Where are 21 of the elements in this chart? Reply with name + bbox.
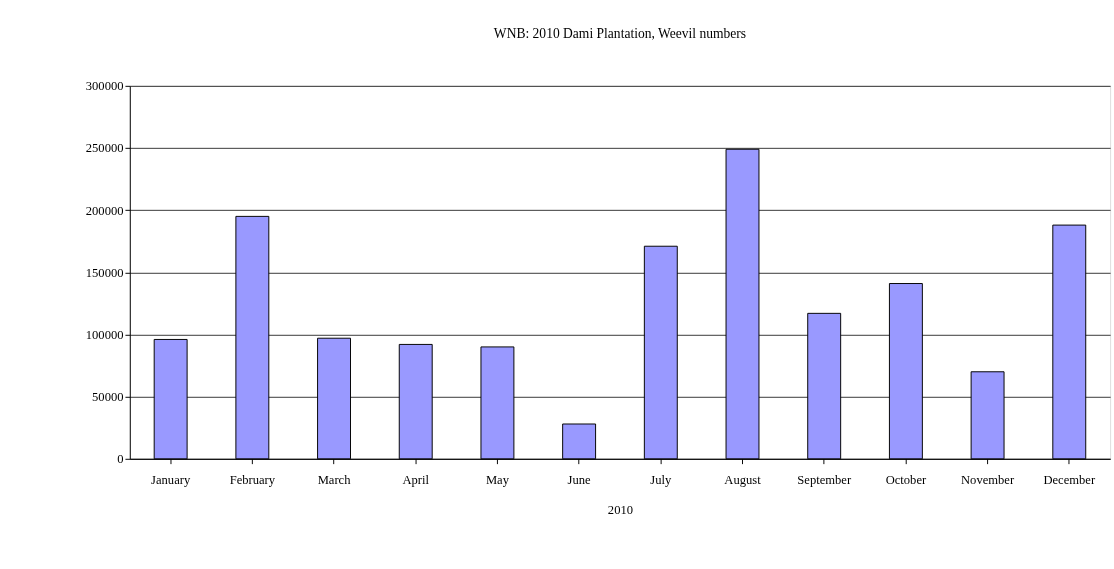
x-tick-label: September <box>797 472 852 487</box>
x-tick-label: August <box>724 472 762 487</box>
x-tick-label: November <box>961 472 1015 487</box>
x-tick-label: October <box>885 472 927 487</box>
x-axis-title: 2010 <box>607 502 634 517</box>
x-tick-label: February <box>229 472 276 487</box>
y-tick-label: 150000 <box>85 265 124 280</box>
x-tick-label: March <box>317 472 352 487</box>
y-tick-label: 250000 <box>85 141 124 156</box>
x-tick-label: January <box>151 472 191 487</box>
x-tick-label: July <box>650 472 673 487</box>
x-tick-label: June <box>567 472 592 487</box>
x-tick-label: May <box>485 472 510 487</box>
y-tick-label: 0 <box>117 452 124 467</box>
y-tick-label: 100000 <box>85 327 124 342</box>
chart-title: WNB: 2010 Dami Plantation, Weevil numbers <box>493 26 747 42</box>
y-tick-label: 200000 <box>85 203 124 218</box>
y-tick-label: 300000 <box>85 79 124 94</box>
y-tick-label: 50000 <box>92 390 124 404</box>
x-tick-label: April <box>402 472 430 487</box>
x-tick-label: December <box>1043 472 1096 487</box>
